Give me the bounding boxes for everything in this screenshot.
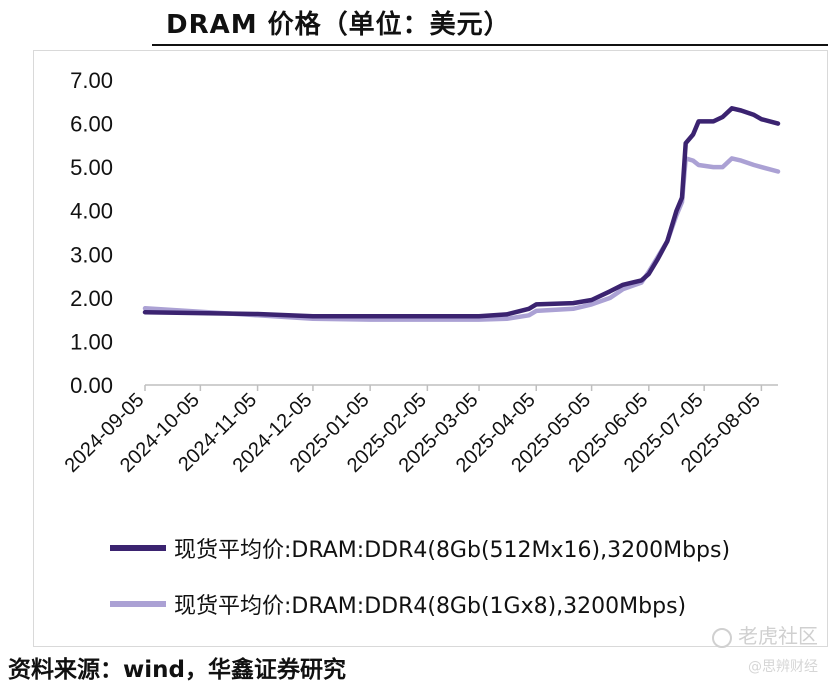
y-axis: 0.00 1.00 2.00 3.00 4.00 5.00 6.00 7.00: [70, 68, 113, 398]
series-line-512mx16: [142, 106, 781, 319]
title-underline: [152, 44, 828, 46]
legend: 现货平均价:DRAM:DDR4(8Gb(512Mx16),3200Mbps) 现货…: [110, 538, 730, 619]
watermark-main: 老虎社区: [712, 620, 818, 649]
source-note: 资料来源：wind，华鑫证券研究: [8, 657, 346, 683]
legend-label: 现货平均价:DRAM:DDR4(8Gb(512Mx16),3200Mbps): [174, 538, 730, 563]
chart-frame: [33, 50, 828, 647]
watermark-main-text: 老虎社区: [738, 624, 818, 648]
tiger-community-icon: [712, 627, 732, 648]
y-tick-label: 2.00: [70, 286, 113, 311]
y-tick-label: 5.00: [70, 155, 113, 180]
chart-title: DRAM 价格（单位：美元）: [166, 10, 511, 40]
y-tick-label: 4.00: [70, 199, 113, 224]
y-tick-label: 0.00: [70, 373, 113, 398]
y-tick-label: 3.00: [70, 242, 113, 267]
x-axis: 2024-09-052024-10-052024-11-052024-12-05…: [61, 384, 778, 477]
series-layer: [142, 106, 781, 322]
y-tick-label: 6.00: [70, 112, 113, 137]
y-tick-label: 7.00: [70, 68, 113, 93]
legend-label: 现货平均价:DRAM:DDR4(8Gb(1Gx8),3200Mbps): [174, 594, 686, 619]
y-tick-label: 1.00: [70, 329, 113, 354]
watermark-sub: @思辨财经: [748, 659, 818, 675]
